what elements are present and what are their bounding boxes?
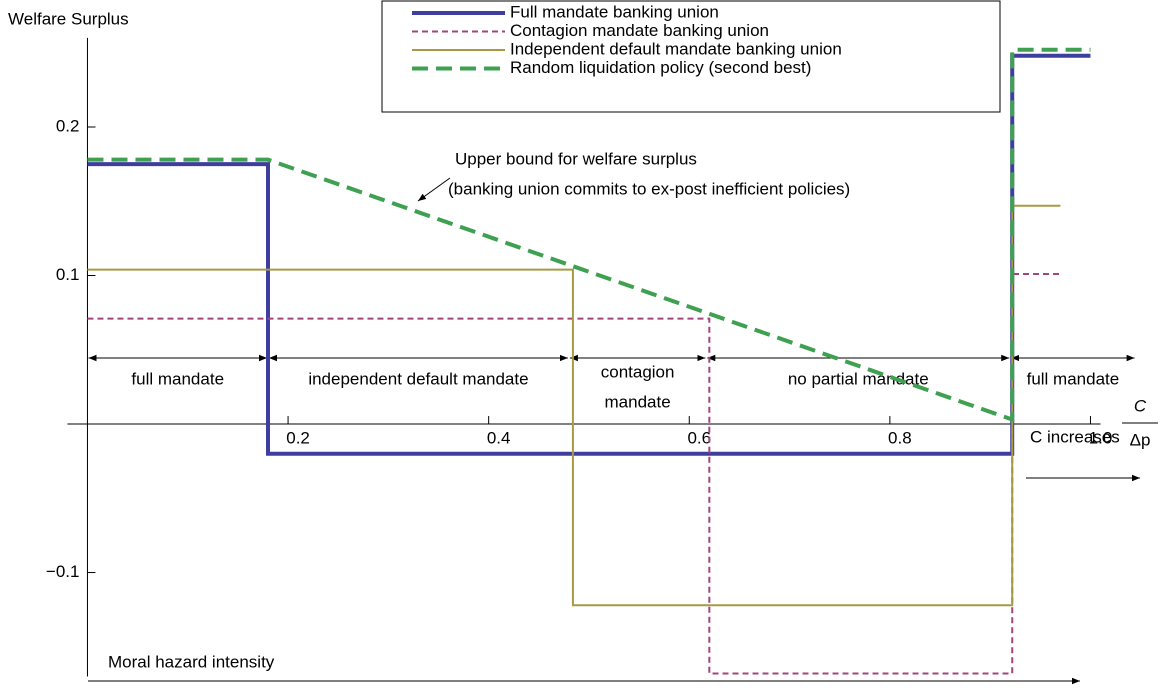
region-label: full mandate — [131, 369, 224, 388]
arrow — [417, 177, 451, 202]
region-label: independent default mandate — [308, 369, 528, 388]
x-axis-label: Δp — [1130, 430, 1151, 449]
x-tick-label: 0.8 — [888, 429, 912, 448]
annotation: C increases — [1030, 427, 1120, 446]
legend-label: Random liquidation policy (second best) — [510, 58, 811, 77]
series-line — [87, 273, 1061, 675]
region-label: mandate — [605, 392, 671, 411]
x-tick-label: 1.0 — [1089, 429, 1113, 448]
x-axis-label: C — [1134, 396, 1147, 415]
legend-box — [381, 0, 1001, 113]
y-axis-label: Welfare Surplus — [8, 9, 129, 28]
y-tick-label: 0.1 — [56, 265, 80, 284]
legend-label: Full mandate banking union — [510, 2, 719, 21]
region-label: contagion — [601, 362, 675, 381]
legend-label: Contagion mandate banking union — [510, 21, 769, 40]
y-tick-label: −0.1 — [46, 562, 80, 581]
region-label: no partial mandate — [788, 369, 929, 388]
annotation: Upper bound for welfare surplus — [455, 149, 697, 168]
y-tick-label: 0.2 — [56, 116, 80, 135]
x-tick-label: 0.2 — [286, 429, 310, 448]
series-line — [87, 204, 1061, 607]
annotation: (banking union commits to ex-post ineffi… — [448, 179, 850, 198]
series-line — [87, 47, 1091, 423]
legend-label: Independent default mandate banking unio… — [510, 39, 842, 58]
annotation: Moral hazard intensity — [108, 652, 275, 671]
series-line — [87, 53, 1091, 456]
region-label: full mandate — [1027, 369, 1120, 388]
x-tick-label: 0.6 — [687, 429, 711, 448]
x-tick-label: 0.4 — [487, 429, 511, 448]
